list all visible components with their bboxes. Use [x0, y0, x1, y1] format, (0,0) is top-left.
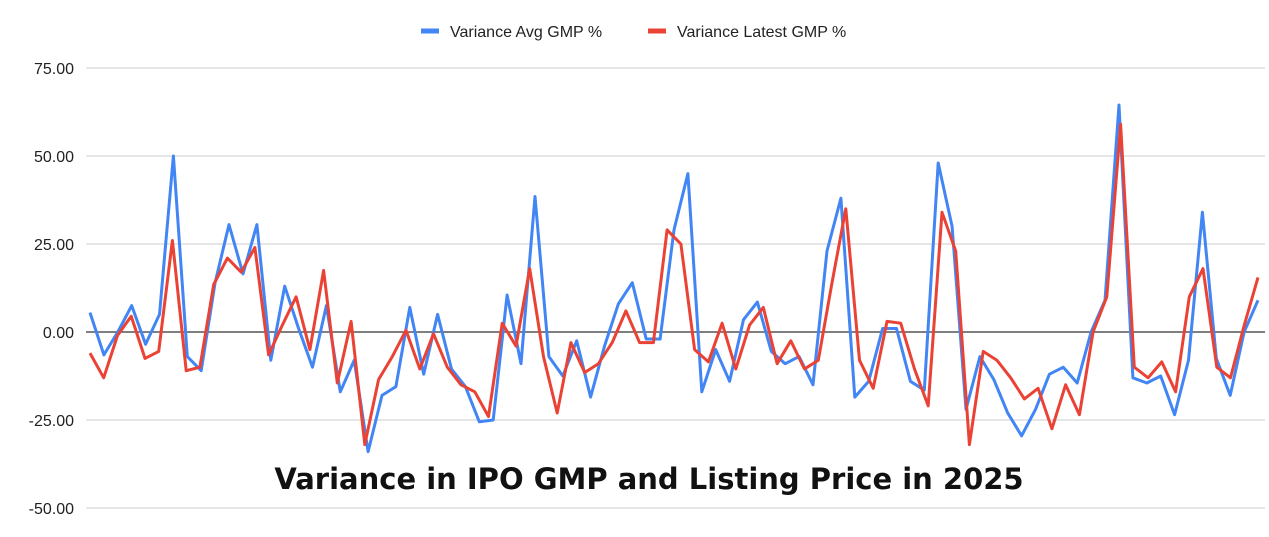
y-tick-label: -25.00	[29, 413, 74, 430]
chart-title: Variance in IPO GMP and Listing Price in…	[274, 462, 1023, 496]
y-tick-label: 50.00	[34, 149, 74, 166]
legend-label-latest-gmp: Variance Latest GMP %	[677, 24, 846, 41]
y-axis-ticks: 75.00 50.00 25.00 0.00 -25.00 -50.00	[29, 61, 74, 518]
series-lines	[88, 103, 1260, 454]
y-tick-label: -50.00	[29, 501, 74, 518]
gridlines	[86, 67, 1265, 509]
legend[interactable]: Variance Avg GMP % Variance Latest GMP %	[421, 24, 846, 41]
y-tick-label: 75.00	[34, 61, 74, 78]
series-line-latest-gmp	[88, 122, 1260, 447]
y-tick-label: 0.00	[43, 325, 74, 342]
series-line-avg-gmp	[88, 103, 1260, 454]
y-tick-label: 25.00	[34, 237, 74, 254]
legend-label-avg-gmp: Variance Avg GMP %	[450, 24, 602, 41]
